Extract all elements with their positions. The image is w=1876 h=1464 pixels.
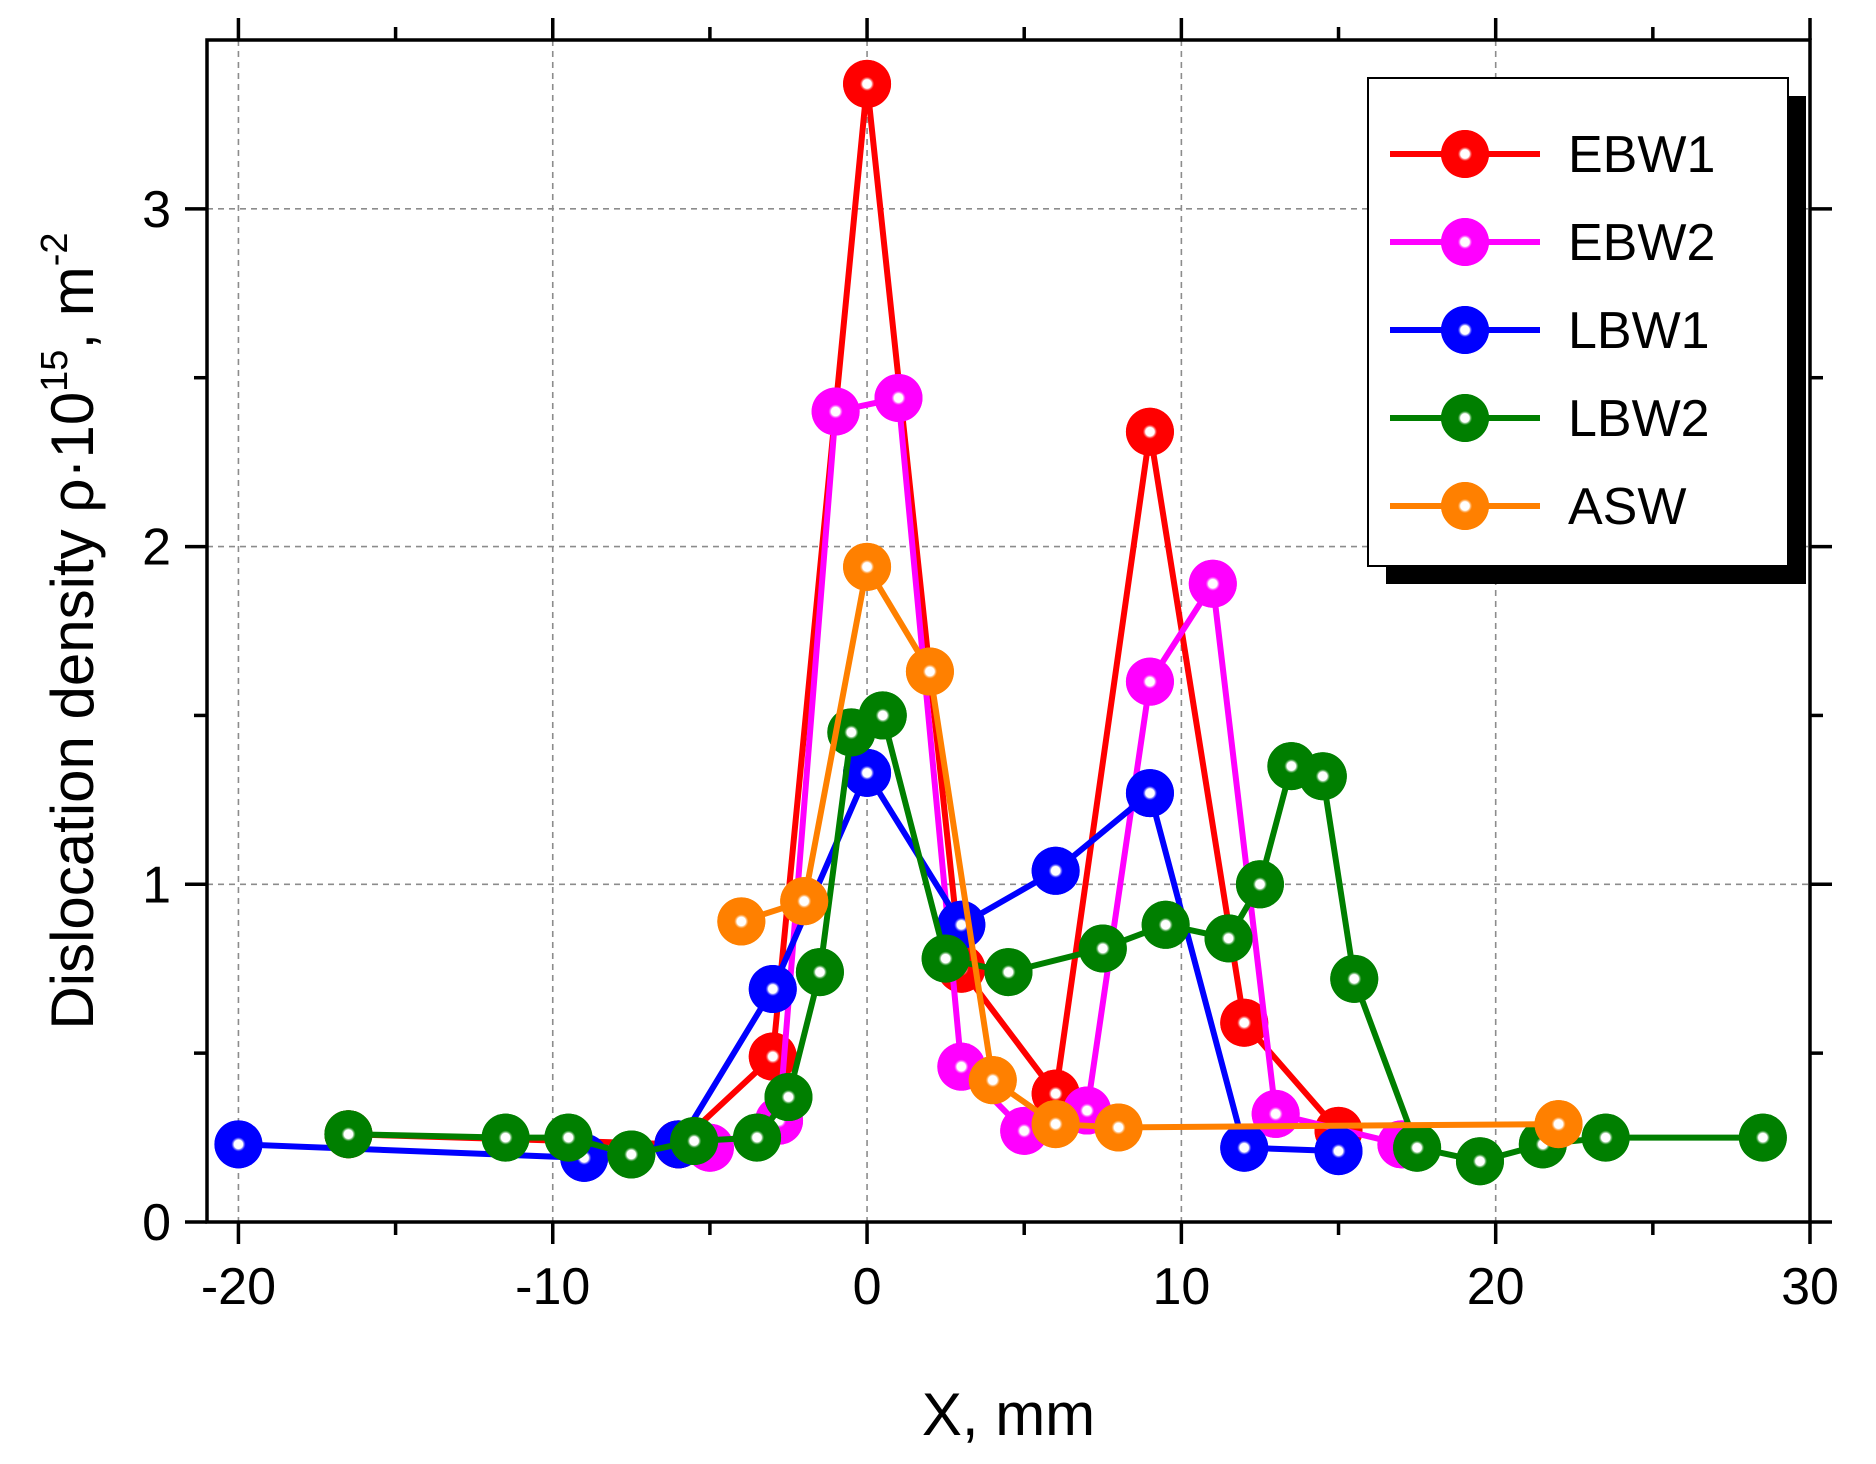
legend-marker-ebw2 <box>1441 218 1489 266</box>
series-layer <box>214 59 1787 1186</box>
y-axis-title-unit-exponent: -2 <box>34 232 76 266</box>
data-point-lbw2 <box>670 1116 719 1165</box>
legend-item-lbw2: LBW2 <box>1390 390 1710 448</box>
data-point-lbw2 <box>1141 900 1190 949</box>
x-tick-label: 0 <box>853 1258 882 1316</box>
legend-item-ebw2: EBW2 <box>1390 214 1715 272</box>
axes: -20 -10 0 10 20 30 0 1 2 3 <box>142 18 1839 1316</box>
data-point-asw <box>1031 1100 1080 1149</box>
data-point-lbw2 <box>1455 1137 1504 1186</box>
data-point-ebw2 <box>1125 657 1174 706</box>
x-tick-label: 10 <box>1152 1258 1210 1316</box>
legend-label-lbw1: LBW1 <box>1568 302 1710 360</box>
x-tick-label: -10 <box>515 1258 590 1316</box>
data-point-ebw2 <box>874 373 923 422</box>
data-point-lbw2 <box>1235 860 1284 909</box>
y-axis-title: Dislocation density ρ·1015, m-2 <box>34 232 106 1029</box>
data-point-asw <box>843 542 892 591</box>
series-asw <box>717 542 1583 1152</box>
data-point-ebw1 <box>1125 407 1174 456</box>
data-point-asw <box>1534 1100 1583 1149</box>
data-point-lbw2 <box>733 1113 782 1162</box>
legend-marker-lbw1 <box>1441 306 1489 354</box>
legend-box <box>1367 77 1789 567</box>
y-axis-title-unit: , m <box>39 266 106 349</box>
y-tick-label: 3 <box>142 181 171 239</box>
y-tick-label: 2 <box>142 519 171 577</box>
x-tick-label: 20 <box>1467 1258 1525 1316</box>
data-point-ebw1 <box>1220 998 1269 1047</box>
legend-label-asw: ASW <box>1568 478 1686 536</box>
data-point-lbw2 <box>984 948 1033 997</box>
data-point-lbw2 <box>1204 914 1253 963</box>
data-point-asw <box>1094 1103 1143 1152</box>
data-point-lbw2 <box>764 1073 813 1122</box>
data-point-ebw1 <box>843 59 892 108</box>
data-point-lbw1 <box>843 748 892 797</box>
data-point-asw <box>968 1056 1017 1105</box>
x-axis-title: X, mm <box>922 1381 1095 1448</box>
data-point-asw <box>780 877 829 926</box>
x-tick-label: 30 <box>1781 1258 1839 1316</box>
data-point-lbw2 <box>795 948 844 997</box>
legend-item-ebw1: EBW1 <box>1390 126 1715 184</box>
plot-frame <box>205 38 1812 1224</box>
data-point-ebw2 <box>811 387 860 436</box>
legend-item-asw: ASW <box>1390 478 1686 536</box>
legend-label-ebw2: EBW2 <box>1568 214 1715 272</box>
data-point-lbw2 <box>1738 1113 1787 1162</box>
data-point-lbw1 <box>1031 846 1080 895</box>
data-point-lbw2 <box>481 1113 530 1162</box>
legend: EBW1 EBW2 LBW1 LBW2 ASW <box>1367 77 1806 584</box>
y-axis-title-exponent: 15 <box>34 350 76 392</box>
series-line-asw <box>740 563 1559 1131</box>
data-point-lbw2 <box>921 934 970 983</box>
legend-label-ebw1: EBW1 <box>1568 126 1715 184</box>
y-axis-title-main: Dislocation density ρ·10 <box>39 392 106 1030</box>
legend-marker-ebw1 <box>1441 130 1489 178</box>
data-point-lbw2 <box>607 1130 656 1179</box>
data-point-lbw2 <box>1393 1123 1442 1172</box>
data-point-lbw1 <box>1314 1127 1363 1176</box>
data-point-lbw1 <box>214 1120 263 1169</box>
data-point-lbw2 <box>1330 954 1379 1003</box>
data-point-lbw2 <box>858 691 907 740</box>
legend-marker-asw <box>1441 482 1489 530</box>
data-point-lbw1 <box>1220 1123 1269 1172</box>
legend-marker-lbw2 <box>1441 394 1489 442</box>
series-lbw2 <box>324 691 1787 1186</box>
data-point-lbw2 <box>544 1113 593 1162</box>
data-point-asw <box>905 647 954 696</box>
data-point-lbw2 <box>324 1110 373 1159</box>
legend-label-lbw2: LBW2 <box>1568 390 1710 448</box>
y-tick-label: 1 <box>142 856 171 914</box>
data-point-lbw2 <box>1298 752 1347 801</box>
data-point-lbw1 <box>1125 769 1174 818</box>
legend-item-lbw1: LBW1 <box>1390 302 1710 360</box>
data-point-lbw1 <box>748 964 797 1013</box>
data-point-asw <box>717 897 766 946</box>
data-point-ebw2 <box>1188 559 1237 608</box>
data-point-lbw2 <box>1078 924 1127 973</box>
x-tick-label: -20 <box>201 1258 276 1316</box>
data-point-lbw2 <box>1581 1113 1630 1162</box>
y-tick-label: 0 <box>142 1194 171 1252</box>
